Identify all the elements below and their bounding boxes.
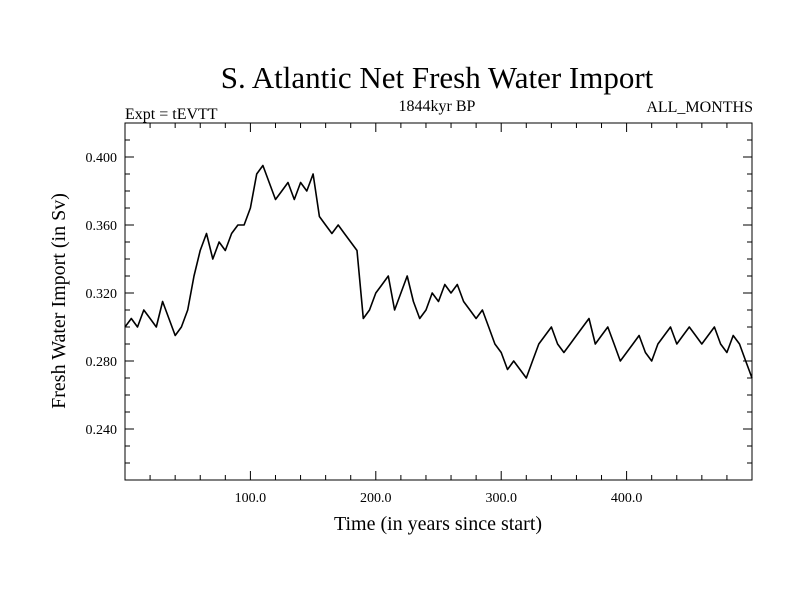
experiment-label: Expt = tEVTT — [125, 106, 218, 123]
x-tick-label: 200.0 — [360, 491, 392, 506]
y-tick-label: 0.360 — [86, 219, 118, 234]
y-tick-label: 0.320 — [86, 287, 118, 302]
chart-title: S. Atlantic Net Fresh Water Import — [221, 60, 654, 95]
x-axis: 100.0 200.0 300.0 400.0 — [149, 123, 728, 506]
period-label: 1844kyr BP — [399, 98, 476, 115]
x-tick-label: 100.0 — [235, 491, 267, 506]
months-label: ALL_MONTHS — [646, 99, 753, 116]
x-tick-label: 300.0 — [485, 491, 517, 506]
y-tick-label: 0.240 — [86, 423, 118, 438]
x-axis-title: Time (in years since start) — [334, 513, 542, 535]
y-tick-label: 0.400 — [86, 151, 118, 166]
plot-frame — [124, 122, 753, 481]
x-tick-label: 400.0 — [611, 491, 643, 506]
y-axis: 0.240 0.280 0.320 0.360 0.400 — [86, 122, 752, 481]
fresh-water-series-line — [124, 164, 753, 379]
y-tick-label: 0.280 — [86, 355, 118, 370]
y-axis-title: Fresh Water Import (in Sv) — [48, 193, 70, 409]
